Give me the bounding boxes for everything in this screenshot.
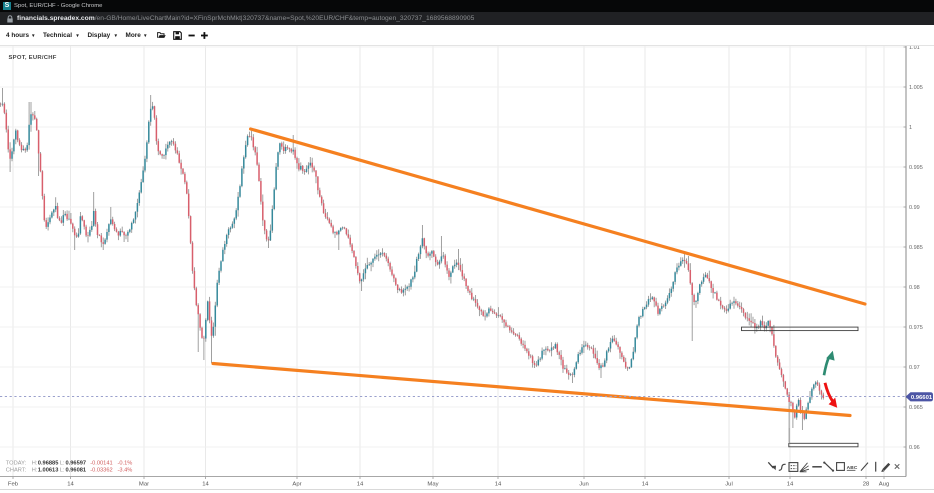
svg-text:0.965: 0.965 (909, 405, 923, 411)
svg-text:14: 14 (357, 482, 364, 488)
svg-text:1.005: 1.005 (909, 85, 923, 91)
svg-text:Jul: Jul (725, 482, 733, 488)
svg-text:0.995: 0.995 (909, 165, 923, 171)
svg-text:Jun: Jun (579, 482, 589, 488)
svg-text:0.97: 0.97 (909, 365, 920, 371)
svg-text:14: 14 (202, 482, 209, 488)
svg-text:14: 14 (642, 482, 649, 488)
svg-text:TODAY:: TODAY: (6, 460, 27, 466)
svg-text:0.985: 0.985 (909, 245, 923, 251)
svg-text:-0.1%: -0.1% (118, 460, 133, 466)
svg-text:May: May (427, 482, 438, 488)
svg-text:-0.03362: -0.03362 (90, 468, 112, 474)
svg-text:0.96601: 0.96601 (911, 395, 933, 401)
svg-text:-0.00141: -0.00141 (90, 460, 112, 466)
svg-text:ABC: ABC (847, 465, 858, 471)
svg-text:0.975: 0.975 (909, 325, 923, 331)
svg-text:H:: H: (32, 460, 38, 466)
svg-text:14: 14 (495, 482, 502, 488)
svg-text:0.96: 0.96 (909, 445, 920, 451)
svg-text:Mar: Mar (139, 482, 149, 488)
svg-text:0.99: 0.99 (909, 205, 920, 211)
svg-text:L:: L: (60, 468, 65, 474)
svg-text:1.01: 1.01 (909, 45, 920, 51)
svg-text:SPOT, EUR/CHF: SPOT, EUR/CHF (9, 55, 57, 61)
svg-text:1: 1 (909, 125, 912, 131)
svg-text:L:: L: (60, 460, 65, 466)
svg-text:Apr: Apr (292, 482, 301, 488)
svg-text:-3.4%: -3.4% (118, 468, 133, 474)
svg-text:Feb: Feb (8, 482, 19, 488)
svg-text:Aug: Aug (879, 482, 889, 488)
svg-text:14: 14 (787, 482, 794, 488)
svg-text:14: 14 (67, 482, 74, 488)
svg-text:CHART:: CHART: (6, 468, 27, 474)
svg-text:H:: H: (32, 468, 38, 474)
svg-text:1.00613: 1.00613 (38, 468, 59, 474)
svg-text:0.98: 0.98 (909, 285, 920, 291)
svg-text:0.96081: 0.96081 (66, 468, 87, 474)
svg-text:0.96597: 0.96597 (66, 460, 87, 466)
svg-text:0.96885: 0.96885 (38, 460, 59, 466)
svg-text:28: 28 (863, 482, 870, 488)
